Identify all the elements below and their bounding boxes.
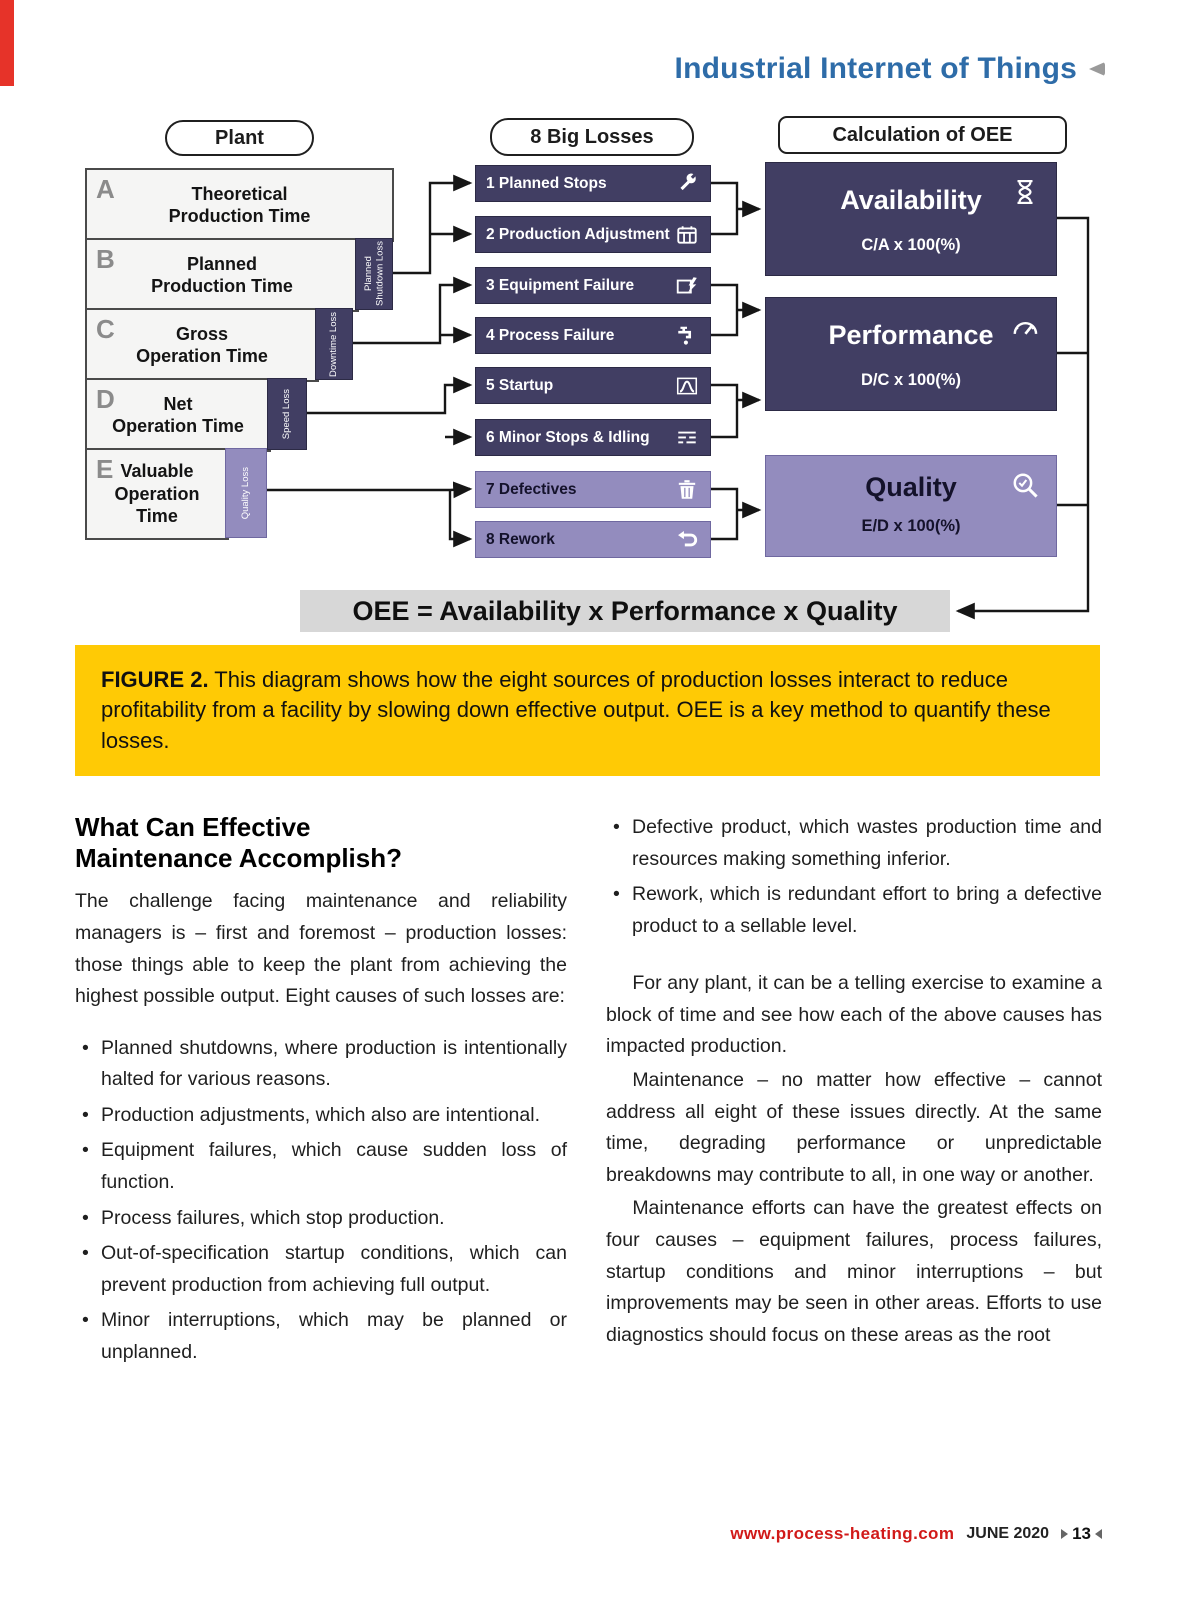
column-header-losses: 8 Big Losses — [490, 118, 694, 156]
oee-box-performance: Performance D/C x 100(%) — [765, 297, 1057, 411]
loss-causes-list-right: Defective product, which wastes producti… — [606, 812, 1102, 942]
loss-row-production-adjustment: 2 Production Adjustment — [475, 216, 711, 253]
loss-tab-label: Downtime Loss — [328, 311, 340, 377]
oee-formula-text: OEE = Availability x Performance x Quali… — [352, 595, 898, 626]
article-heading: What Can Effective Maintenance Accomplis… — [75, 812, 402, 874]
loss-label: 6 Minor Stops & Idling — [486, 428, 650, 446]
block-letter: C — [96, 314, 115, 344]
column-header-plant: Plant — [165, 120, 314, 156]
loss-tab-downtime: Downtime Loss — [315, 308, 353, 380]
article-paragraph: Maintenance – no matter how effective – … — [606, 1069, 1102, 1186]
calendar-icon — [674, 222, 700, 248]
plant-block-b: B Planned Production Time — [85, 238, 359, 312]
oee-formula-banner: OEE = Availability x Performance x Quali… — [300, 590, 950, 632]
list-item: Production adjustments, which also are i… — [75, 1100, 567, 1132]
oee-formula: D/C x 100(%) — [861, 371, 961, 389]
loss-row-startup: 5 Startup — [475, 367, 711, 404]
block-letter: A — [96, 174, 115, 204]
hourglass-icon — [1010, 177, 1040, 207]
loss-label: 2 Production Adjustment — [486, 225, 670, 243]
footer-issue-date: JUNE 2020 — [966, 1525, 1050, 1542]
list-item: Minor interruptions, which may be planne… — [75, 1305, 567, 1368]
list-item: Planned shutdowns, where production is i… — [75, 1033, 567, 1096]
page-footer: www.process-heating.com JUNE 2020 13 — [730, 1524, 1102, 1544]
list-item: Defective product, which wastes producti… — [606, 812, 1102, 875]
plant-block-a: A Theoretical Production Time — [85, 168, 394, 242]
oee-title: Performance — [828, 320, 994, 350]
loss-row-planned-stops: 1 Planned Stops — [475, 165, 711, 202]
block-label: Net Operation Time — [112, 393, 244, 437]
loss-tab-quality: Quality Loss — [225, 448, 267, 538]
startup-curve-icon — [674, 373, 700, 399]
article-paragraph: Maintenance efforts can have the greates… — [606, 1197, 1102, 1346]
oee-box-quality: Quality E/D x 100(%) — [765, 455, 1057, 557]
loss-label: 4 Process Failure — [486, 326, 615, 344]
block-label: Planned Production Time — [151, 253, 293, 297]
column-header-oee: Calculation of OEE — [778, 116, 1067, 154]
header-ornament-icon — [1089, 62, 1105, 76]
figure-caption-text: This diagram shows how the eight sources… — [101, 667, 1051, 753]
loss-label: 1 Planned Stops — [486, 174, 607, 192]
section-title: Industrial Internet of Things — [674, 52, 1077, 85]
loss-row-process-failure: 4 Process Failure — [475, 317, 711, 354]
footer-page-number: 13 — [1061, 1524, 1102, 1544]
loss-causes-list-left: Planned shutdowns, where production is i… — [75, 1033, 567, 1369]
column-header-label: 8 Big Losses — [530, 125, 654, 148]
figure-caption: FIGURE 2. This diagram shows how the eig… — [75, 645, 1100, 777]
plant-block-e: E Valuable Operation Time — [85, 448, 229, 540]
column-header-label: Calculation of OEE — [832, 123, 1013, 146]
loss-row-equipment-failure: 3 Equipment Failure — [475, 267, 711, 304]
wrench-icon — [674, 171, 700, 197]
gauge-icon — [1010, 312, 1040, 342]
breakdown-icon — [674, 273, 700, 299]
loss-row-minor-stops: 6 Minor Stops & Idling — [475, 419, 711, 456]
loss-label: 3 Equipment Failure — [486, 276, 635, 294]
loss-row-defectives: 7 Defectives — [475, 471, 711, 508]
magnifier-icon — [1010, 470, 1040, 500]
page-header: Industrial Internet of Things — [675, 52, 1105, 86]
plant-block-c: C Gross Operation Time — [85, 308, 319, 382]
loss-label: 7 Defectives — [486, 480, 577, 498]
loss-row-rework: 8 Rework — [475, 521, 711, 558]
oee-title: Quality — [865, 472, 957, 502]
list-item: Equipment failures, which cause sudden l… — [75, 1135, 567, 1198]
article-paragraph: For any plant, it can be a telling exerc… — [606, 972, 1102, 1058]
oee-formula: E/D x 100(%) — [861, 517, 961, 535]
loss-tab-planned-shutdown: Planned Shutdown Loss — [355, 238, 393, 310]
oee-title: Availability — [840, 185, 982, 215]
page-number-right-mark-icon — [1095, 1529, 1102, 1539]
block-letter: E — [96, 454, 114, 484]
page-number-left-mark-icon — [1061, 1529, 1069, 1539]
article-column-left: What Can Effective Maintenance Accomplis… — [75, 812, 567, 1372]
block-letter: B — [96, 244, 115, 274]
figure-caption-label: FIGURE 2. — [101, 667, 209, 692]
loss-tab-label: Quality Loss — [240, 466, 252, 520]
oee-box-availability: Availability C/A x 100(%) — [765, 162, 1057, 276]
oee-formula: C/A x 100(%) — [861, 236, 961, 254]
list-item: Out-of-specification startup conditions,… — [75, 1238, 567, 1301]
trash-icon — [674, 477, 700, 503]
block-label: Valuable Operation Time — [114, 461, 200, 527]
idling-lines-icon — [674, 425, 700, 451]
block-label: Gross Operation Time — [136, 323, 268, 367]
loss-tab-label: Speed Loss — [281, 388, 293, 440]
valve-icon — [674, 323, 700, 349]
footer-website-link[interactable]: www.process-heating.com — [730, 1524, 955, 1543]
loss-tab-speed: Speed Loss — [267, 378, 307, 450]
rework-arrow-icon — [674, 527, 700, 553]
column-header-label: Plant — [215, 126, 264, 149]
loss-label: 5 Startup — [486, 376, 554, 394]
article-column-right: Defective product, which wastes producti… — [606, 812, 1102, 1353]
page-corner-mark — [0, 0, 14, 86]
plant-block-d: D Net Operation Time — [85, 378, 271, 452]
loss-tab-label: Planned Shutdown Loss — [362, 241, 385, 307]
page-number: 13 — [1072, 1524, 1091, 1543]
article-intro: The challenge facing maintenance and rel… — [75, 890, 567, 1008]
list-item: Rework, which is redundant effort to bri… — [606, 879, 1102, 942]
list-item: Process failures, which stop production. — [75, 1203, 567, 1235]
block-letter: D — [96, 384, 115, 414]
loss-label: 8 Rework — [486, 530, 555, 548]
block-label: Theoretical Production Time — [168, 183, 311, 227]
